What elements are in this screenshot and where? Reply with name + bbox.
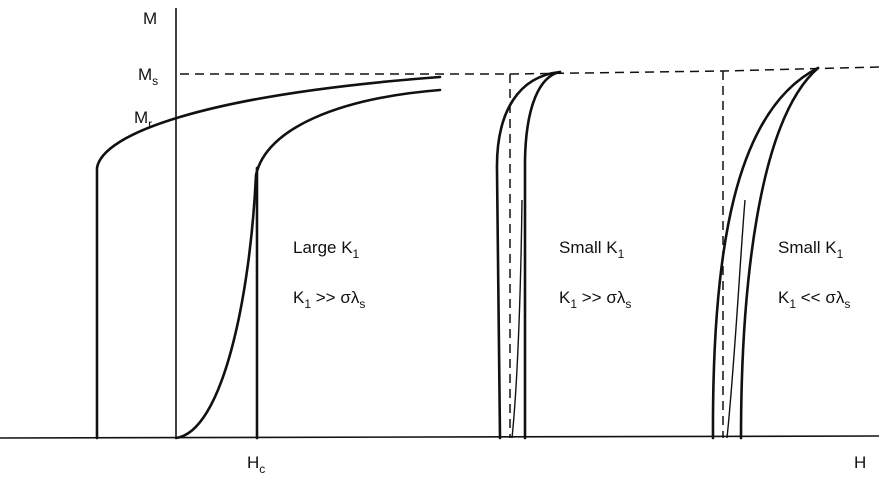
label-sub: 1: [789, 297, 796, 311]
label-base: M: [138, 65, 152, 84]
label-base: K: [293, 288, 305, 307]
label-base: << σλ: [796, 288, 845, 307]
label-base: Large K: [293, 238, 353, 257]
label-sub: 1: [618, 247, 625, 261]
label-sub: 1: [353, 247, 360, 261]
label-sub: 1: [304, 297, 311, 311]
label-base: K: [559, 288, 571, 307]
x-axis-label: H: [854, 453, 866, 472]
label-sub: 1: [570, 297, 577, 311]
label-sub: s: [844, 297, 850, 311]
label-base: M: [134, 108, 148, 127]
ms-label: Ms: [138, 65, 158, 88]
label-sub: r: [148, 117, 152, 131]
panel-condition: K1 >> σλs: [559, 288, 631, 311]
loop-inner: [726, 199, 746, 439]
label-base: H: [247, 453, 259, 472]
loop-branch: [95, 75, 442, 440]
label-base: >> σλ: [311, 288, 360, 307]
panel-condition: K1 >> σλs: [293, 288, 365, 311]
label-sub: s: [152, 74, 158, 88]
loop-branch: [174, 88, 442, 440]
label-sub: s: [625, 297, 631, 311]
loop-branch: [495, 70, 562, 440]
h-axis: [0, 435, 879, 439]
panel-condition: K1 << σλs: [778, 288, 850, 311]
label-base: K: [778, 288, 790, 307]
label-sub: 1: [837, 247, 844, 261]
loop-branch: [739, 66, 820, 440]
panel-title: Large K1: [293, 238, 360, 261]
label-base: >> σλ: [577, 288, 626, 307]
label-base: Small K: [778, 238, 837, 257]
saturation-line: [180, 66, 879, 75]
label-base: Small K: [559, 238, 618, 257]
label-sub: s: [359, 297, 365, 311]
loop-inner: [511, 199, 523, 439]
loop-branch: [523, 70, 562, 440]
loop-branch: [711, 66, 820, 440]
panel-title: Small K1: [778, 238, 844, 261]
hc-label: Hc: [247, 453, 265, 476]
panel-title: Small K1: [559, 238, 625, 261]
y-axis-label: M: [143, 9, 157, 28]
mr-label: Mr: [134, 108, 152, 131]
label-sub: c: [259, 462, 265, 476]
